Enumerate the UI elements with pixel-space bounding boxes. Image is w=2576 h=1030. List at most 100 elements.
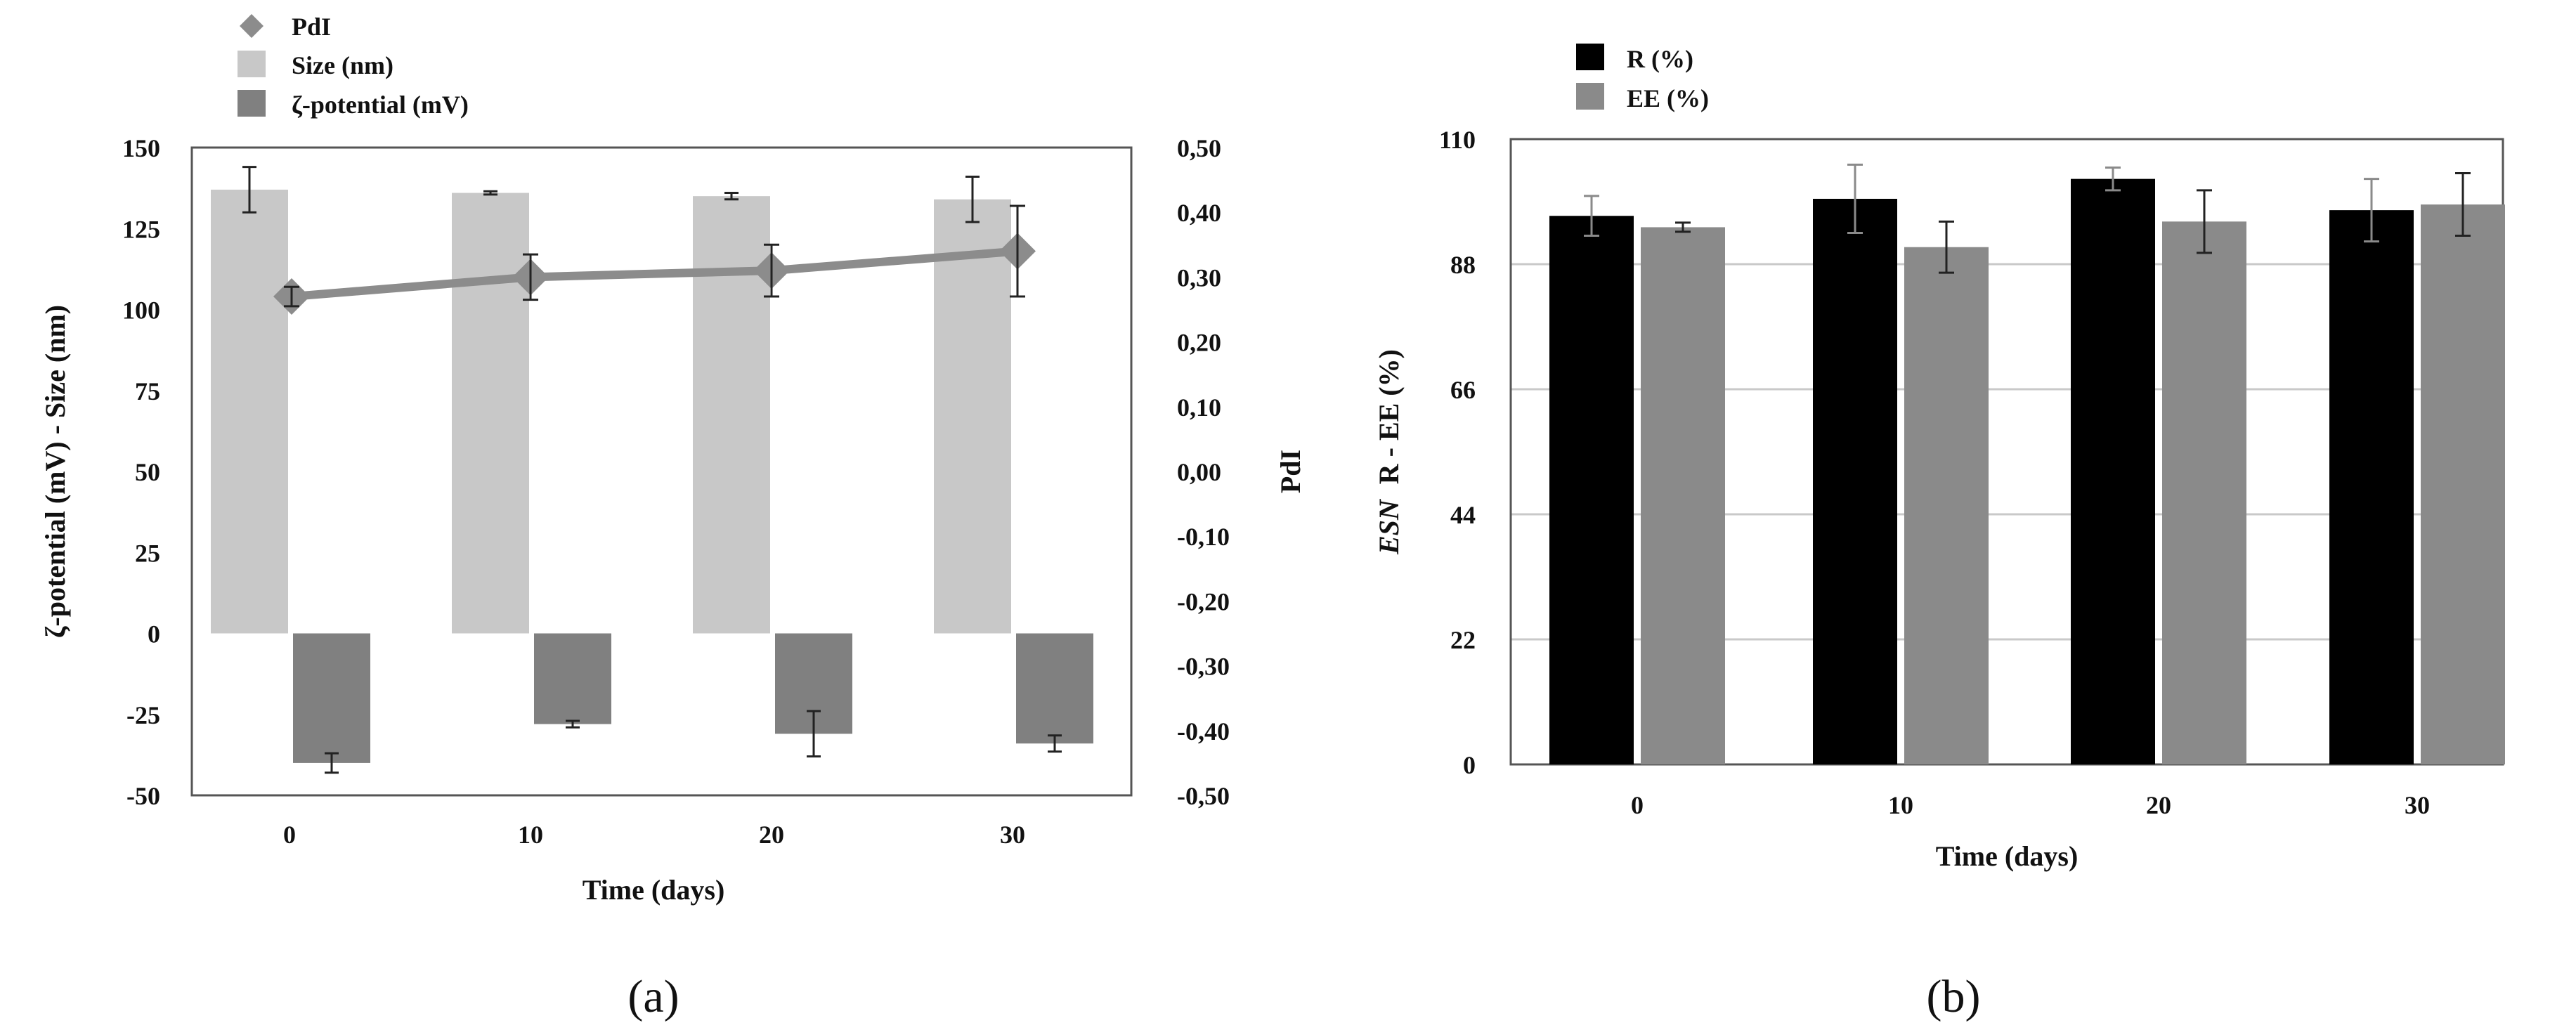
size-bar: [211, 189, 288, 634]
r-bar: [1549, 216, 1634, 764]
zeta-bar: [293, 633, 370, 763]
panel-a: PdI Size (nm) ζ-potential (mV) 150125100…: [39, 13, 1306, 1022]
plot-marks-b: [1549, 163, 2505, 765]
r-error-bar: [2364, 178, 2379, 243]
y-axis-label-a: ζ-potential (mV) - Size (nm): [39, 305, 71, 638]
size-error-bar: [724, 192, 739, 201]
zeta-error-bar: [325, 752, 339, 774]
x-tick-label: 10: [1888, 791, 1913, 819]
pdi-error-bar: [523, 253, 538, 301]
x-axis-ticks-a: 0 10 20 30: [283, 821, 1025, 849]
size-bar: [934, 199, 1011, 634]
zeta-error-bar: [807, 710, 821, 758]
y2-axis-label-a: PdI: [1275, 450, 1306, 493]
y-tick-label: 50: [135, 458, 160, 486]
x-axis-label-a: Time (days): [583, 874, 725, 906]
y2-tick-label: 0,50: [1177, 134, 1221, 162]
x-tick-label: 30: [1000, 821, 1025, 849]
x-tick-label: 0: [283, 821, 296, 849]
legend-pdi-label: PdI: [292, 13, 331, 41]
legend-r-swatch: [1576, 44, 1604, 70]
y-tick-label: 150: [122, 134, 160, 162]
y-tick-label: 125: [122, 215, 160, 243]
ee-bar: [1904, 247, 1989, 764]
y-axis-label-b-prefix: ESN: [1373, 498, 1405, 555]
ee-error-bar: [2197, 189, 2212, 254]
y2-axis-ticks-a: 0,50 0,40 0,30 0,20 0,10 0,00 -0,10 -0,20 -0,30 -…: [1177, 134, 1230, 810]
legend-size-swatch: [238, 51, 266, 77]
zeta-error-bar: [566, 719, 580, 729]
ee-error-bar: [1675, 221, 1691, 233]
legend-zeta-label: ζ-potential (mV): [292, 91, 469, 119]
r-bar: [2329, 210, 2414, 764]
y-tick-label: -25: [126, 701, 160, 729]
ee-bar: [2162, 221, 2246, 764]
pdi-error-bar: [284, 285, 299, 308]
ee-bar: [1641, 227, 1725, 765]
ee-error-bar: [2455, 172, 2471, 237]
zeta-bar: [534, 633, 611, 724]
y-tick-label: 0: [1463, 751, 1476, 779]
y-tick-label: 66: [1450, 376, 1476, 404]
x-axis-ticks-b: 0 10 20 30: [1631, 791, 2430, 819]
ee-bar: [2421, 204, 2505, 765]
legend-pdi-marker: [240, 14, 264, 38]
r-error-bar: [1584, 195, 1599, 237]
plot-marks-a: [211, 166, 1093, 774]
zeta-bar: [1016, 633, 1093, 744]
y2-tick-label: -0,50: [1177, 782, 1230, 810]
r-error-bar: [1847, 163, 1863, 234]
pdi-line: [291, 247, 1018, 301]
plot-frame-a: [190, 146, 1133, 797]
legend-r-label: R (%): [1627, 45, 1693, 73]
y-axis-ticks-b: 110 88 66 44 22 0: [1439, 126, 1476, 779]
y2-tick-label: 0,20: [1177, 329, 1221, 357]
y2-tick-label: -0,10: [1177, 523, 1230, 551]
y-axis-label-b: ESN R - EE (%): [1373, 349, 1405, 555]
panel-label-a: (a): [627, 971, 679, 1022]
legend-ee-swatch: [1576, 83, 1604, 110]
y2-tick-label: 0,30: [1177, 263, 1221, 292]
y2-tick-label: -0,40: [1177, 717, 1230, 745]
size-error-bar: [242, 166, 256, 214]
y-tick-label: 88: [1450, 251, 1476, 279]
r-bar: [2071, 178, 2155, 765]
size-error-bar: [483, 190, 497, 196]
y-tick-label: 22: [1450, 626, 1476, 654]
y-tick-label: -50: [126, 782, 160, 810]
y2-tick-label: 0,40: [1177, 199, 1221, 227]
legend-size-label: Size (nm): [292, 51, 393, 79]
y-tick-label: 44: [1450, 501, 1476, 529]
legend-b: R (%) EE (%): [1576, 44, 1709, 112]
y-tick-label: 25: [135, 539, 160, 567]
legend-a: PdI Size (nm) ζ-potential (mV): [238, 13, 469, 119]
y-tick-label: 110: [1439, 126, 1476, 154]
size-bar: [693, 196, 770, 634]
y-axis-label-b-main: R - EE (%): [1373, 349, 1405, 484]
y-axis-label-b-text: ESN R - EE (%): [1373, 349, 1405, 555]
x-tick-label: 20: [2146, 791, 2171, 819]
x-tick-label: 10: [518, 821, 543, 849]
y-tick-label: 75: [135, 377, 160, 405]
r-bar: [1813, 198, 1897, 764]
x-axis-label-b: Time (days): [1936, 840, 2079, 872]
zeta-error-bar: [1048, 734, 1062, 753]
y-tick-label: 0: [148, 620, 160, 648]
size-error-bar: [965, 175, 980, 223]
x-tick-label: 20: [759, 821, 784, 849]
y-axis-ticks-a: 150 125 100 75 50 25 0 -25 -50: [122, 134, 160, 810]
x-tick-label: 30: [2405, 791, 2430, 819]
x-tick-label: 0: [1631, 791, 1644, 819]
legend-ee-label: EE (%): [1627, 84, 1709, 112]
y-tick-label: 100: [122, 296, 160, 325]
size-bar: [452, 193, 529, 634]
r-error-bar: [2105, 166, 2121, 192]
legend-zeta-swatch: [238, 90, 266, 117]
pdi-error-bar: [1010, 204, 1025, 298]
ee-error-bar: [1939, 220, 1954, 274]
panel-b: R (%) EE (%) 110 88 66 44 22 0 0 10 20 30 ESN R -…: [1373, 44, 2505, 1022]
y2-tick-label: 0,10: [1177, 393, 1221, 422]
y2-tick-label: -0,30: [1177, 653, 1230, 681]
panel-label-b: (b): [1927, 971, 1981, 1022]
